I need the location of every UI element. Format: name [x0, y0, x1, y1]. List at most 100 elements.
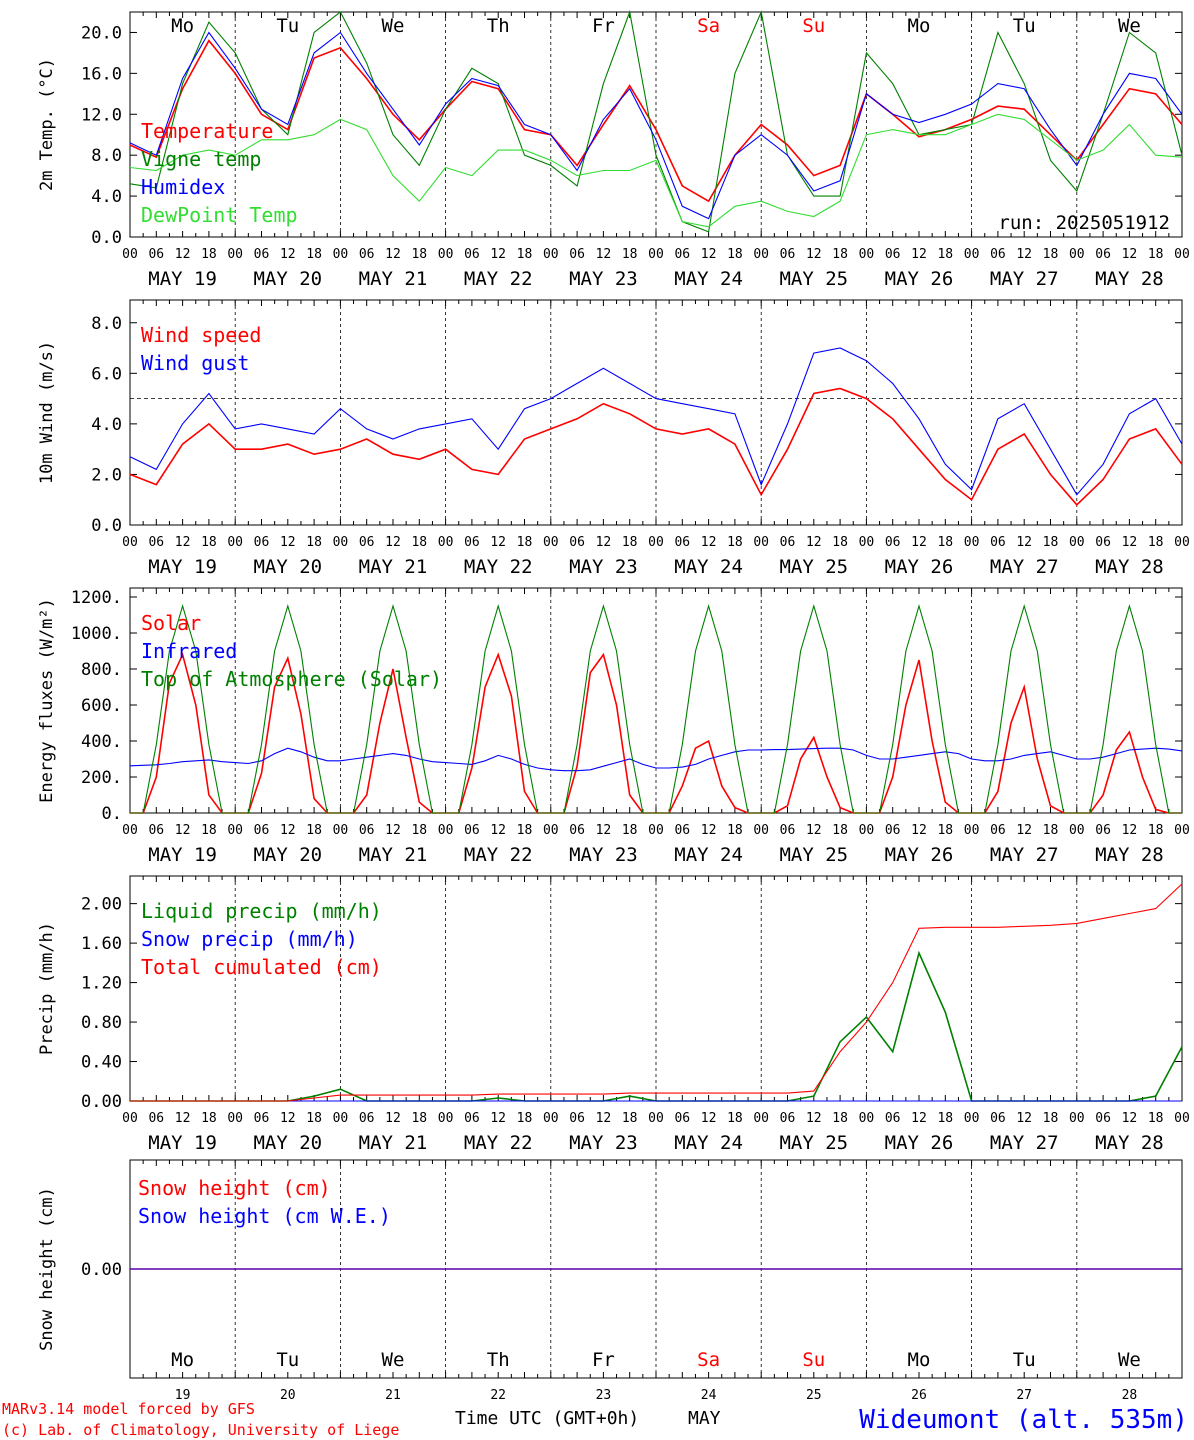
x-hour-label: 00: [333, 535, 349, 550]
x-date-label: MAY 20: [253, 1132, 322, 1154]
x-hour-label: 00: [1069, 535, 1085, 550]
x-date-label: MAY 26: [885, 556, 954, 578]
x-date-label: MAY 19: [148, 556, 217, 578]
legend-entry: Wind speed: [141, 323, 261, 347]
x-hour-label: 00: [122, 823, 138, 838]
x-date-label: MAY 21: [359, 556, 428, 578]
x-hour-label: 00: [227, 535, 243, 550]
x-hour-label: 12: [911, 1111, 927, 1126]
x-hour-label: 06: [674, 823, 690, 838]
y-tick-label: 0.40: [81, 1053, 122, 1073]
x-date-label: MAY 22: [464, 556, 533, 578]
x-hour-label: 06: [674, 247, 690, 262]
y-axis-label: Snow height (cm): [37, 1187, 57, 1351]
x-hour-label: 18: [411, 535, 427, 550]
series-line-humidex: [129, 31, 1183, 220]
legend-entry: Wind gust: [141, 351, 249, 375]
day-name: Tu: [1013, 1349, 1036, 1371]
x-hour-label: 18: [622, 1111, 638, 1126]
x-hour-label: 00: [648, 1111, 664, 1126]
series-line-total-cumulated-cm-: [130, 883, 1183, 1102]
day-name: We: [1118, 15, 1141, 37]
y-tick-label: 2.0: [91, 465, 122, 485]
day-name: Mo: [171, 15, 194, 37]
x-hour-label: 18: [622, 247, 638, 262]
x-hour-label: 18: [622, 535, 638, 550]
y-tick-label: 0.0: [91, 516, 122, 536]
series-line-dewpoint-temp: [129, 113, 1183, 228]
y-tick-label: 12.0: [81, 105, 122, 125]
x-hour-label: 00: [543, 1111, 559, 1126]
x-date-label: MAY 27: [990, 268, 1059, 290]
x-hour-label: 12: [280, 247, 296, 262]
x-hour-label: 12: [1122, 823, 1138, 838]
x-hour-label: 00: [648, 823, 664, 838]
panel-5: 0.00 Snow height (cm) Snow height (cm) Snow…: [37, 1159, 1183, 1403]
x-hour-label: 06: [569, 1111, 585, 1126]
x-hour-label: 12: [701, 247, 717, 262]
x-hour-label: 00: [333, 823, 349, 838]
x-hour-label: 06: [254, 535, 270, 550]
x-hour-label: 06: [359, 247, 375, 262]
x-hour-label: 12: [1122, 535, 1138, 550]
day-number: 24: [701, 1388, 717, 1403]
x-hour-label: 06: [464, 535, 480, 550]
legend-entry: Top of Atmosphere (Solar): [141, 667, 442, 691]
x-hour-label: 06: [148, 535, 164, 550]
x-hour-label: 18: [1043, 247, 1059, 262]
day-name: We: [382, 15, 405, 37]
x-hour-label: 18: [306, 823, 322, 838]
x-hour-label: 06: [254, 247, 270, 262]
x-hour-label: 06: [254, 1111, 270, 1126]
x-hour-label: 06: [359, 535, 375, 550]
day-name: Su: [802, 1349, 825, 1371]
day-name: Tu: [1013, 15, 1036, 37]
x-hour-label: 00: [543, 823, 559, 838]
x-date-label: MAY 20: [253, 844, 322, 866]
y-tick-label: 200.: [81, 768, 122, 788]
x-hour-label: 18: [201, 247, 217, 262]
x-hour-label: 12: [385, 823, 401, 838]
day-name: Fr: [592, 15, 615, 37]
x-hour-label: 00: [964, 535, 980, 550]
y-tick-label: 8.0: [91, 146, 122, 166]
x-hour-label: 12: [701, 823, 717, 838]
legend-entry: Temperature: [141, 119, 273, 143]
x-hour-label: 12: [806, 1111, 822, 1126]
x-hour-label: 12: [175, 247, 191, 262]
panel-3: 0. 200. 400. 600. 800. 1000. 1200. Energy fluxe…: [37, 587, 1190, 866]
x-hour-label: 18: [517, 823, 533, 838]
legend-entry: DewPoint Temp: [141, 203, 298, 227]
x-hour-label: 06: [569, 535, 585, 550]
series-line-infrared: [129, 747, 1183, 772]
day-name: Fr: [592, 1349, 615, 1371]
x-hour-label: 00: [1069, 1111, 1085, 1126]
x-hour-label: 18: [411, 823, 427, 838]
day-name: Sa: [697, 15, 720, 37]
plot-frame: [129, 299, 1183, 526]
x-hour-label: 12: [1122, 1111, 1138, 1126]
x-hour-label: 06: [885, 247, 901, 262]
x-hour-label: 18: [832, 247, 848, 262]
x-date-label: MAY 19: [148, 268, 217, 290]
legend-entry: Snow height (cm W.E.): [138, 1204, 391, 1228]
y-axis-label: 2m Temp. (°C): [37, 58, 57, 191]
x-hour-label: 12: [385, 247, 401, 262]
x-hour-label: 12: [596, 247, 612, 262]
legend-entry: Humidex: [141, 175, 225, 199]
station-title: Wideumont (alt. 535m): [859, 1405, 1188, 1435]
model-credit: MARv3.14 model forced by GFS: [2, 1400, 255, 1418]
x-hour-label: 18: [306, 247, 322, 262]
x-hour-label: 12: [596, 1111, 612, 1126]
x-hour-label: 00: [859, 535, 875, 550]
x-hour-label: 18: [727, 535, 743, 550]
y-tick-label: 800.: [81, 660, 122, 680]
y-tick-label: 0.00: [81, 1092, 122, 1112]
day-name: Mo: [908, 15, 931, 37]
x-date-label: MAY 22: [464, 268, 533, 290]
x-hour-label: 06: [990, 247, 1006, 262]
panel-4: 0.00 0.40 0.80 1.20 1.60 2.00 Precip (mm/h) Liq…: [37, 875, 1190, 1154]
x-hour-label: 18: [1148, 823, 1164, 838]
x-date-label: MAY 24: [674, 556, 743, 578]
day-number: 27: [1016, 1388, 1032, 1403]
